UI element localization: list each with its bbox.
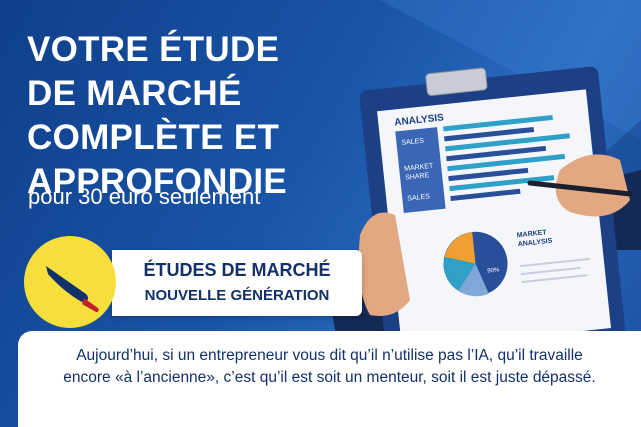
blade <box>46 266 88 302</box>
text-line <box>519 257 590 268</box>
handle <box>82 298 99 312</box>
subtitle: pour 30 euro seulement <box>28 184 261 209</box>
doc-label: SALES <box>401 138 425 147</box>
pie-slice <box>458 263 489 297</box>
bar <box>450 188 521 202</box>
banner-line: ÉTUDES DE MARCHÉ <box>143 260 331 280</box>
text-line <box>520 266 581 276</box>
pie-title: ANALYSIS <box>517 238 553 249</box>
banner-line: NOUVELLE GÉNÉRATION <box>144 287 330 304</box>
doc-label: SHARE <box>405 172 430 182</box>
bar <box>445 133 570 152</box>
footer-line: encore «à l’ancienne», c’est qu’il est s… <box>63 369 596 386</box>
paper <box>377 89 611 350</box>
bar <box>443 114 553 132</box>
title-line: VOTRE ÉTUDE <box>27 30 280 69</box>
doc-label: SALES <box>407 193 431 202</box>
text-line <box>521 274 588 284</box>
bar <box>446 145 547 162</box>
title-line: APPROFONDIE <box>27 162 287 201</box>
bar <box>444 126 535 142</box>
footer-line: Aujourd’hui, si un entrepreneur vous dit… <box>76 347 583 364</box>
footer: Aujourd’hui, si un entrepreneur vous dit… <box>18 331 641 427</box>
left-hand <box>358 212 410 316</box>
bar <box>447 153 566 172</box>
title: VOTRE ÉTUDE DE MARCHÉ COMPLÈTE ET APPROF… <box>27 28 287 204</box>
pie-label: 90% <box>487 267 500 274</box>
knife-icon <box>46 266 99 312</box>
right-hand <box>555 154 630 217</box>
pie-slice <box>443 256 476 291</box>
title-line: DE MARCHÉ <box>27 74 242 113</box>
badge <box>24 236 116 328</box>
clipboard: ANALYSIS SALES MARKET SHARE SALES MARKET… <box>359 66 626 361</box>
pen <box>527 180 633 197</box>
title-line: COMPLÈTE ET <box>27 118 280 157</box>
bar <box>449 175 555 192</box>
pie-title: MARKET <box>516 229 547 239</box>
pie-slice <box>444 231 476 264</box>
doc-heading: ANALYSIS <box>394 112 445 128</box>
label-panel <box>395 127 446 214</box>
clip <box>425 67 488 96</box>
bar <box>448 167 529 182</box>
banner: ÉTUDES DE MARCHÉ NOUVELLE GÉNÉRATION <box>112 250 362 316</box>
doc-label: MARKET <box>404 163 434 173</box>
